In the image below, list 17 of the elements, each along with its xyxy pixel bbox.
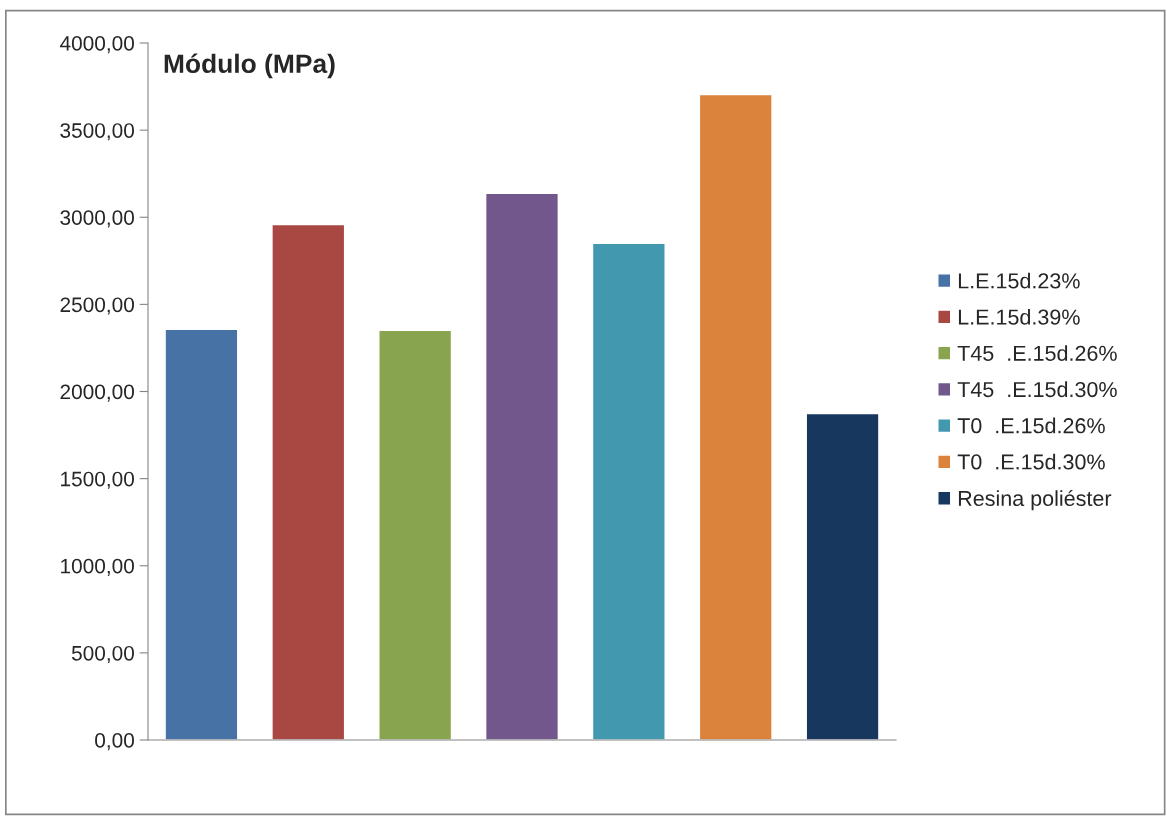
y-tick-label: 500,00 [71,645,134,664]
legend-label: T0 .E.15d.30% [957,453,1105,470]
y-tick-label: 2500,00 [60,297,134,315]
y-tick-label: 1500,00 [61,471,134,489]
legend-label: T0 .E.15d.26% [957,417,1105,434]
y-tick-label: 3500,00 [60,123,134,141]
y-tick-label: 4000,00 [59,36,134,54]
y-tick-label: 3000,00 [60,210,134,228]
legend-label: L.E.15d.23% [958,272,1080,289]
legend-label: T45 .E.15d.30% [957,381,1117,398]
legend-label: Resina poliéster [958,489,1112,511]
legend-label: L.E.15d.39% [958,308,1080,325]
y-tick-label: 1000,00 [61,558,134,576]
y-tick-label: 2000,00 [60,384,134,402]
chart-title: Módulo (MPa) [164,53,335,79]
legend-label: T45 .E.15d.26% [957,345,1117,361]
y-tick-label: 0,00 [95,733,134,751]
